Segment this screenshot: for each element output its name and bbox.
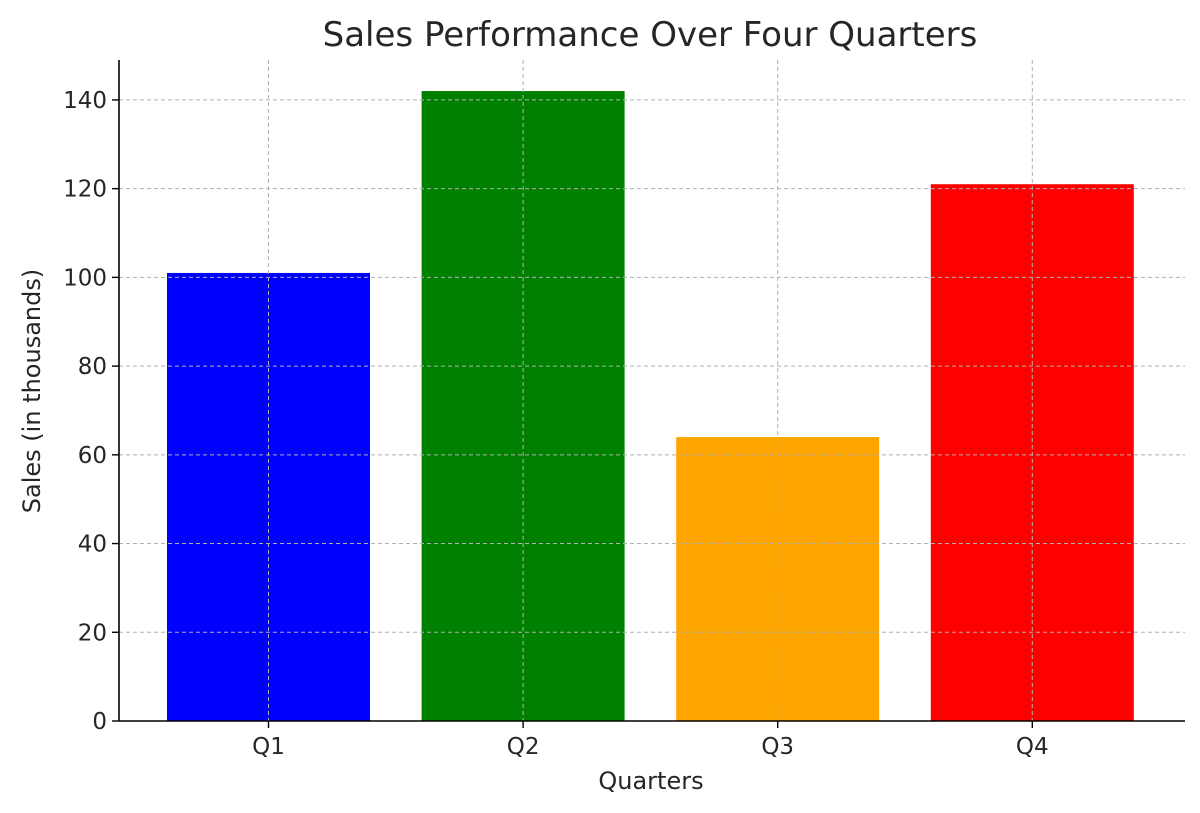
y-tick-label: 0 <box>92 709 107 735</box>
y-tick-label: 100 <box>63 265 107 291</box>
y-tick-label: 20 <box>78 620 107 646</box>
y-tick-label: 140 <box>63 88 107 114</box>
y-tick-label: 80 <box>78 354 107 380</box>
x-tick-label: Q2 <box>507 734 540 760</box>
grid-layer <box>119 60 1185 721</box>
tick-layer: 0 20 40 60 80 100 120 140 Q1 Q2 Q3 Q4 <box>63 88 1049 760</box>
x-tick-label: Q3 <box>761 734 794 760</box>
axis-layer <box>118 60 1185 722</box>
bar-layer <box>167 91 1134 721</box>
x-tick-label: Q4 <box>1016 734 1049 760</box>
y-axis-label: Sales (in thousands) <box>18 269 46 513</box>
x-axis-label: Quarters <box>598 767 703 795</box>
y-tick-label: 60 <box>78 443 107 469</box>
chart-title: Sales Performance Over Four Quarters <box>323 15 978 55</box>
y-tick-label: 120 <box>63 177 107 203</box>
y-tick-label: 40 <box>78 532 107 558</box>
x-tick-label: Q1 <box>252 734 285 760</box>
